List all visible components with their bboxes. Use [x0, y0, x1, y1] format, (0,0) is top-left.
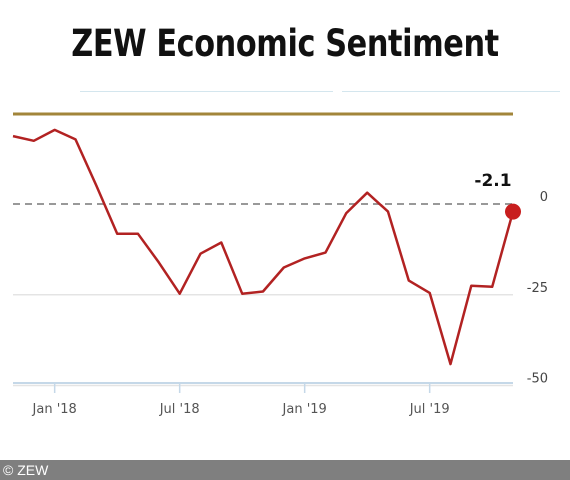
- y-tick-label-1: -25: [527, 281, 548, 296]
- title-rule-right: [342, 91, 560, 92]
- y-tick-label-0: 0: [540, 190, 548, 205]
- x-tick-label-2: Jan '19: [282, 402, 327, 417]
- series-line: [12, 128, 515, 366]
- copyright-text: © ZEW: [3, 462, 49, 478]
- x-tick-label-1: Jul '18: [159, 402, 200, 417]
- x-tick-label-3: Jul '19: [409, 402, 450, 417]
- last-value-marker: [505, 203, 521, 220]
- chart-plot: 0 -25 -50 Jan '18 Jul '18 Jan '19 Jul '19 -2.1: [12, 112, 548, 417]
- chart-title: ZEW Economic Sentiment: [71, 22, 499, 65]
- copyright-footer: © ZEW: [0, 460, 570, 480]
- last-value-label: -2.1: [474, 171, 511, 191]
- title-rule-left: [80, 91, 333, 92]
- x-tick-label-0: Jan '18: [32, 402, 77, 417]
- y-tick-label-2: -50: [527, 372, 548, 387]
